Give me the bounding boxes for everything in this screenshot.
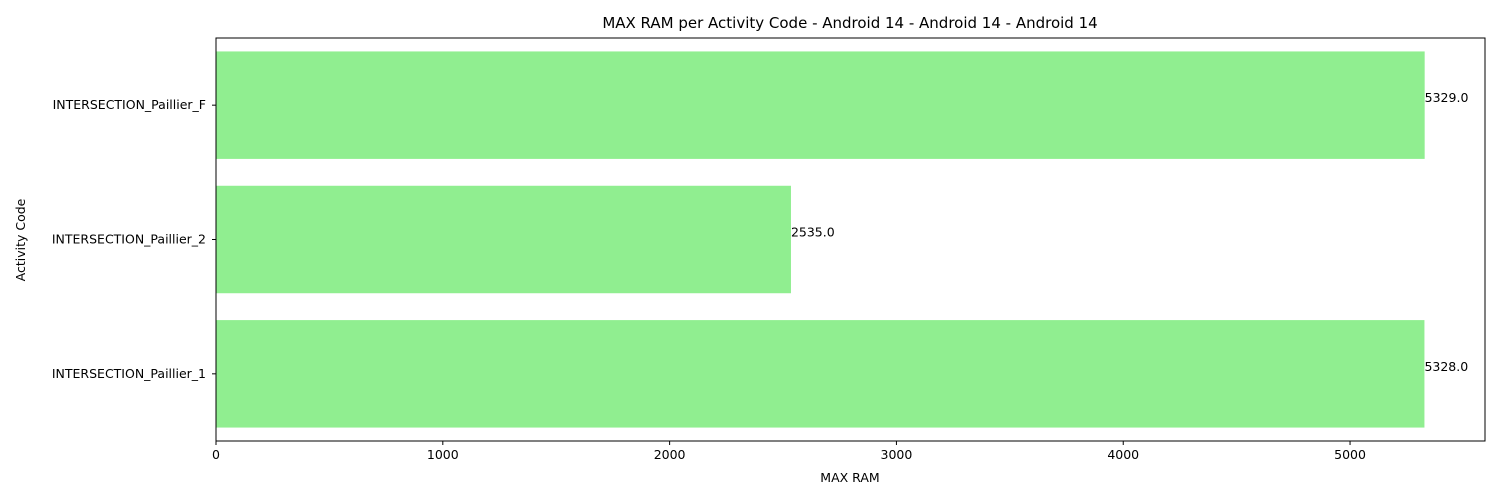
x-tick-label: 1000 — [427, 447, 459, 462]
x-axis-title: MAX RAM — [820, 470, 879, 485]
chart-title: MAX RAM per Activity Code - Android 14 -… — [602, 14, 1097, 32]
bar — [216, 185, 791, 294]
bar-value-label: 5328.0 — [1424, 359, 1468, 374]
y-axis-title: Activity Code — [13, 198, 28, 281]
y-tick-label: INTERSECTION_Paillier_F — [53, 97, 206, 112]
bars-layer: 5328.0 2535.0 5329.0 — [216, 51, 1469, 428]
bar — [216, 320, 1425, 428]
bar-value-label: 2535.0 — [791, 225, 835, 240]
x-axis: 0 1000 2000 3000 4000 5000 — [212, 441, 1366, 462]
x-tick-label: 0 — [212, 447, 220, 462]
bar — [216, 51, 1425, 159]
x-tick-label: 2000 — [654, 447, 686, 462]
bar-value-label: 5329.0 — [1425, 90, 1469, 105]
y-tick-label: INTERSECTION_Paillier_2 — [52, 232, 206, 247]
x-tick-label: 5000 — [1334, 447, 1366, 462]
y-axis: INTERSECTION_Paillier_1 INTERSECTION_Pail… — [52, 97, 216, 381]
y-tick-label: INTERSECTION_Paillier_1 — [52, 366, 206, 381]
x-tick-label: 3000 — [881, 447, 913, 462]
x-tick-label: 4000 — [1107, 447, 1139, 462]
